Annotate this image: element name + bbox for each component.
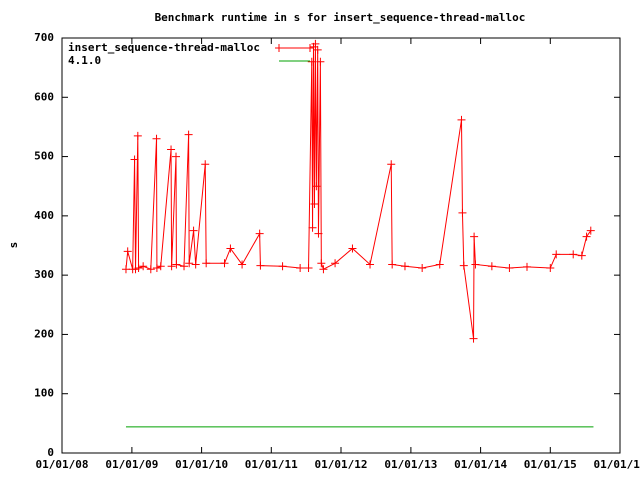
point-marker <box>172 152 181 161</box>
point-marker <box>316 57 325 66</box>
point-marker <box>314 229 323 238</box>
point-marker <box>470 232 479 241</box>
point-marker <box>256 261 265 270</box>
point-marker <box>457 115 466 124</box>
point-marker <box>313 45 322 54</box>
legend-marker <box>275 44 314 52</box>
point-marker <box>304 264 313 273</box>
point-marker <box>310 200 319 208</box>
point-marker <box>238 260 247 269</box>
point-marker <box>388 260 397 269</box>
point-marker <box>134 264 143 273</box>
x-tick-label: 01/01/15 <box>524 458 577 471</box>
point-marker <box>184 130 193 139</box>
x-tick-label: 01/01/14 <box>454 458 507 471</box>
x-tick-label: 01/01/08 <box>36 458 89 471</box>
y-tick-label: 500 <box>34 150 54 163</box>
x-tick-label: 01/01/12 <box>315 458 368 471</box>
point-marker <box>582 232 591 241</box>
point-marker <box>130 155 139 164</box>
point-marker <box>546 264 555 273</box>
point-marker <box>505 264 514 273</box>
point-marker <box>552 250 561 259</box>
point-marker <box>586 226 595 235</box>
point-marker <box>172 260 181 269</box>
y-tick-label: 100 <box>34 387 54 400</box>
point-marker <box>121 265 130 274</box>
point-marker <box>469 334 478 343</box>
point-marker <box>133 131 142 140</box>
point-marker <box>220 259 229 268</box>
point-marker <box>308 223 317 232</box>
x-tick-label: 01/01/09 <box>105 458 158 471</box>
y-tick-label: 700 <box>34 31 54 44</box>
point-marker <box>569 250 578 259</box>
x-tick-label: 01/01/11 <box>245 458 298 471</box>
point-marker <box>167 262 176 271</box>
point-marker <box>458 208 467 217</box>
point-marker <box>167 145 176 154</box>
point-marker <box>418 264 427 273</box>
point-marker <box>311 39 320 48</box>
y-tick-label: 600 <box>34 90 54 103</box>
point-marker <box>278 262 287 271</box>
point-marker <box>487 262 496 271</box>
point-marker <box>296 264 305 273</box>
point-marker <box>400 262 409 271</box>
point-marker <box>189 226 198 235</box>
point-marker <box>312 182 321 191</box>
point-marker <box>307 57 316 66</box>
chart-title: Benchmark runtime in s for insert_sequen… <box>155 11 526 24</box>
point-marker <box>471 260 480 269</box>
point-marker <box>523 262 531 271</box>
legend-label: insert_sequence-thread-malloc <box>68 41 260 54</box>
point-marker <box>156 262 165 271</box>
point-marker <box>435 260 444 269</box>
point-marker <box>146 265 155 274</box>
point-marker <box>331 259 340 268</box>
y-tick-label: 300 <box>34 268 54 281</box>
x-tick-label: 01/01/13 <box>384 458 437 471</box>
point-marker <box>123 247 132 256</box>
point-marker <box>201 160 210 169</box>
point-marker <box>319 265 328 274</box>
point-marker <box>152 134 161 143</box>
x-tick-label: 01/01/16 <box>594 458 640 471</box>
point-marker <box>577 251 586 260</box>
plot-border <box>61 37 621 454</box>
y-tick-label: 0 <box>47 446 54 459</box>
point-marker <box>185 259 194 268</box>
point-marker <box>226 244 235 253</box>
point-marker <box>387 160 396 169</box>
point-marker <box>348 244 357 253</box>
point-marker <box>180 262 189 271</box>
point-marker <box>202 259 211 268</box>
point-marker <box>191 260 200 269</box>
y-tick-label: 200 <box>34 327 54 340</box>
point-marker <box>459 261 468 270</box>
point-marker <box>366 260 375 269</box>
point-marker <box>139 262 148 271</box>
series-line <box>125 43 592 339</box>
point-marker <box>317 259 326 268</box>
y-tick-label: 400 <box>34 209 54 222</box>
point-marker <box>152 264 161 273</box>
y-axis-label: s <box>7 242 20 249</box>
x-tick-label: 01/01/10 <box>175 458 228 471</box>
point-marker <box>255 229 264 238</box>
legend-label: 4.1.0 <box>68 54 101 67</box>
